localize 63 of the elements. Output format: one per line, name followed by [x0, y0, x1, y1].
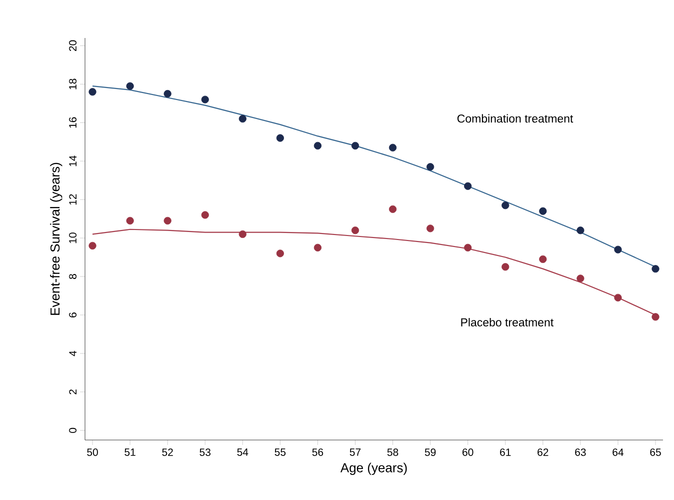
- x-tick-label: 58: [387, 448, 398, 456]
- point: [351, 226, 360, 234]
- point: [576, 226, 584, 234]
- y-tick-label: 20: [69, 40, 76, 51]
- x-tick-label: 53: [200, 448, 210, 456]
- x-tick-label: 59: [424, 448, 436, 456]
- point: [426, 224, 434, 232]
- point: [539, 255, 547, 263]
- y-tick-label: 16: [69, 117, 76, 128]
- x-tick-label: 63: [575, 448, 586, 456]
- point: [88, 242, 96, 250]
- y-tick-label: 0: [69, 428, 76, 433]
- y-tick-label: 4: [69, 350, 76, 356]
- y-tick-label: 18: [69, 78, 76, 90]
- y-tick-label: 10: [69, 232, 76, 244]
- point: [388, 144, 397, 152]
- x-tick-label: 54: [237, 448, 248, 456]
- y-tick-label: 14: [69, 156, 76, 166]
- point: [614, 294, 622, 302]
- point: [426, 163, 434, 171]
- x-tick-label: 56: [312, 448, 324, 456]
- point: [652, 313, 660, 321]
- point: [126, 216, 134, 225]
- point: [164, 216, 172, 225]
- x-tick-label: 65: [650, 448, 661, 456]
- y-tick-label: 6: [69, 312, 76, 318]
- annotation: Combination treatment: [457, 114, 574, 123]
- x-tick-label: 52: [162, 448, 173, 456]
- x-tick-label: 61: [500, 448, 511, 456]
- y-tick-label: 2: [69, 390, 76, 394]
- point: [539, 207, 547, 215]
- annotation: Placebo treatment: [461, 318, 554, 326]
- x-axis-title: Age (years): [340, 462, 407, 475]
- point: [502, 202, 510, 210]
- point: [201, 211, 209, 219]
- y-axis-title: Event-free Survival (years): [50, 162, 62, 315]
- point: [238, 114, 246, 123]
- x-tick-label: 50: [87, 448, 98, 456]
- point: [464, 244, 472, 252]
- point: [276, 250, 284, 258]
- point: [276, 134, 284, 142]
- x-tick-label: 57: [350, 448, 361, 456]
- y-tick-label: 12: [69, 194, 76, 205]
- y-tick-label: 8: [69, 274, 76, 279]
- x-tick-label: 64: [612, 448, 624, 456]
- point: [464, 182, 472, 190]
- point: [502, 263, 510, 271]
- point: [652, 265, 660, 273]
- x-tick-label: 60: [462, 448, 474, 456]
- point: [201, 96, 209, 104]
- point: [314, 142, 322, 150]
- point: [314, 244, 322, 252]
- point: [88, 88, 96, 96]
- point: [351, 142, 360, 150]
- x-tick-label: 51: [124, 448, 136, 456]
- point: [614, 246, 622, 254]
- x-tick-label: 55: [274, 448, 286, 456]
- point: [576, 274, 584, 282]
- point: [388, 205, 397, 213]
- point: [126, 82, 134, 90]
- point: [164, 90, 172, 98]
- point: [238, 230, 246, 238]
- x-tick-label: 62: [538, 448, 548, 456]
